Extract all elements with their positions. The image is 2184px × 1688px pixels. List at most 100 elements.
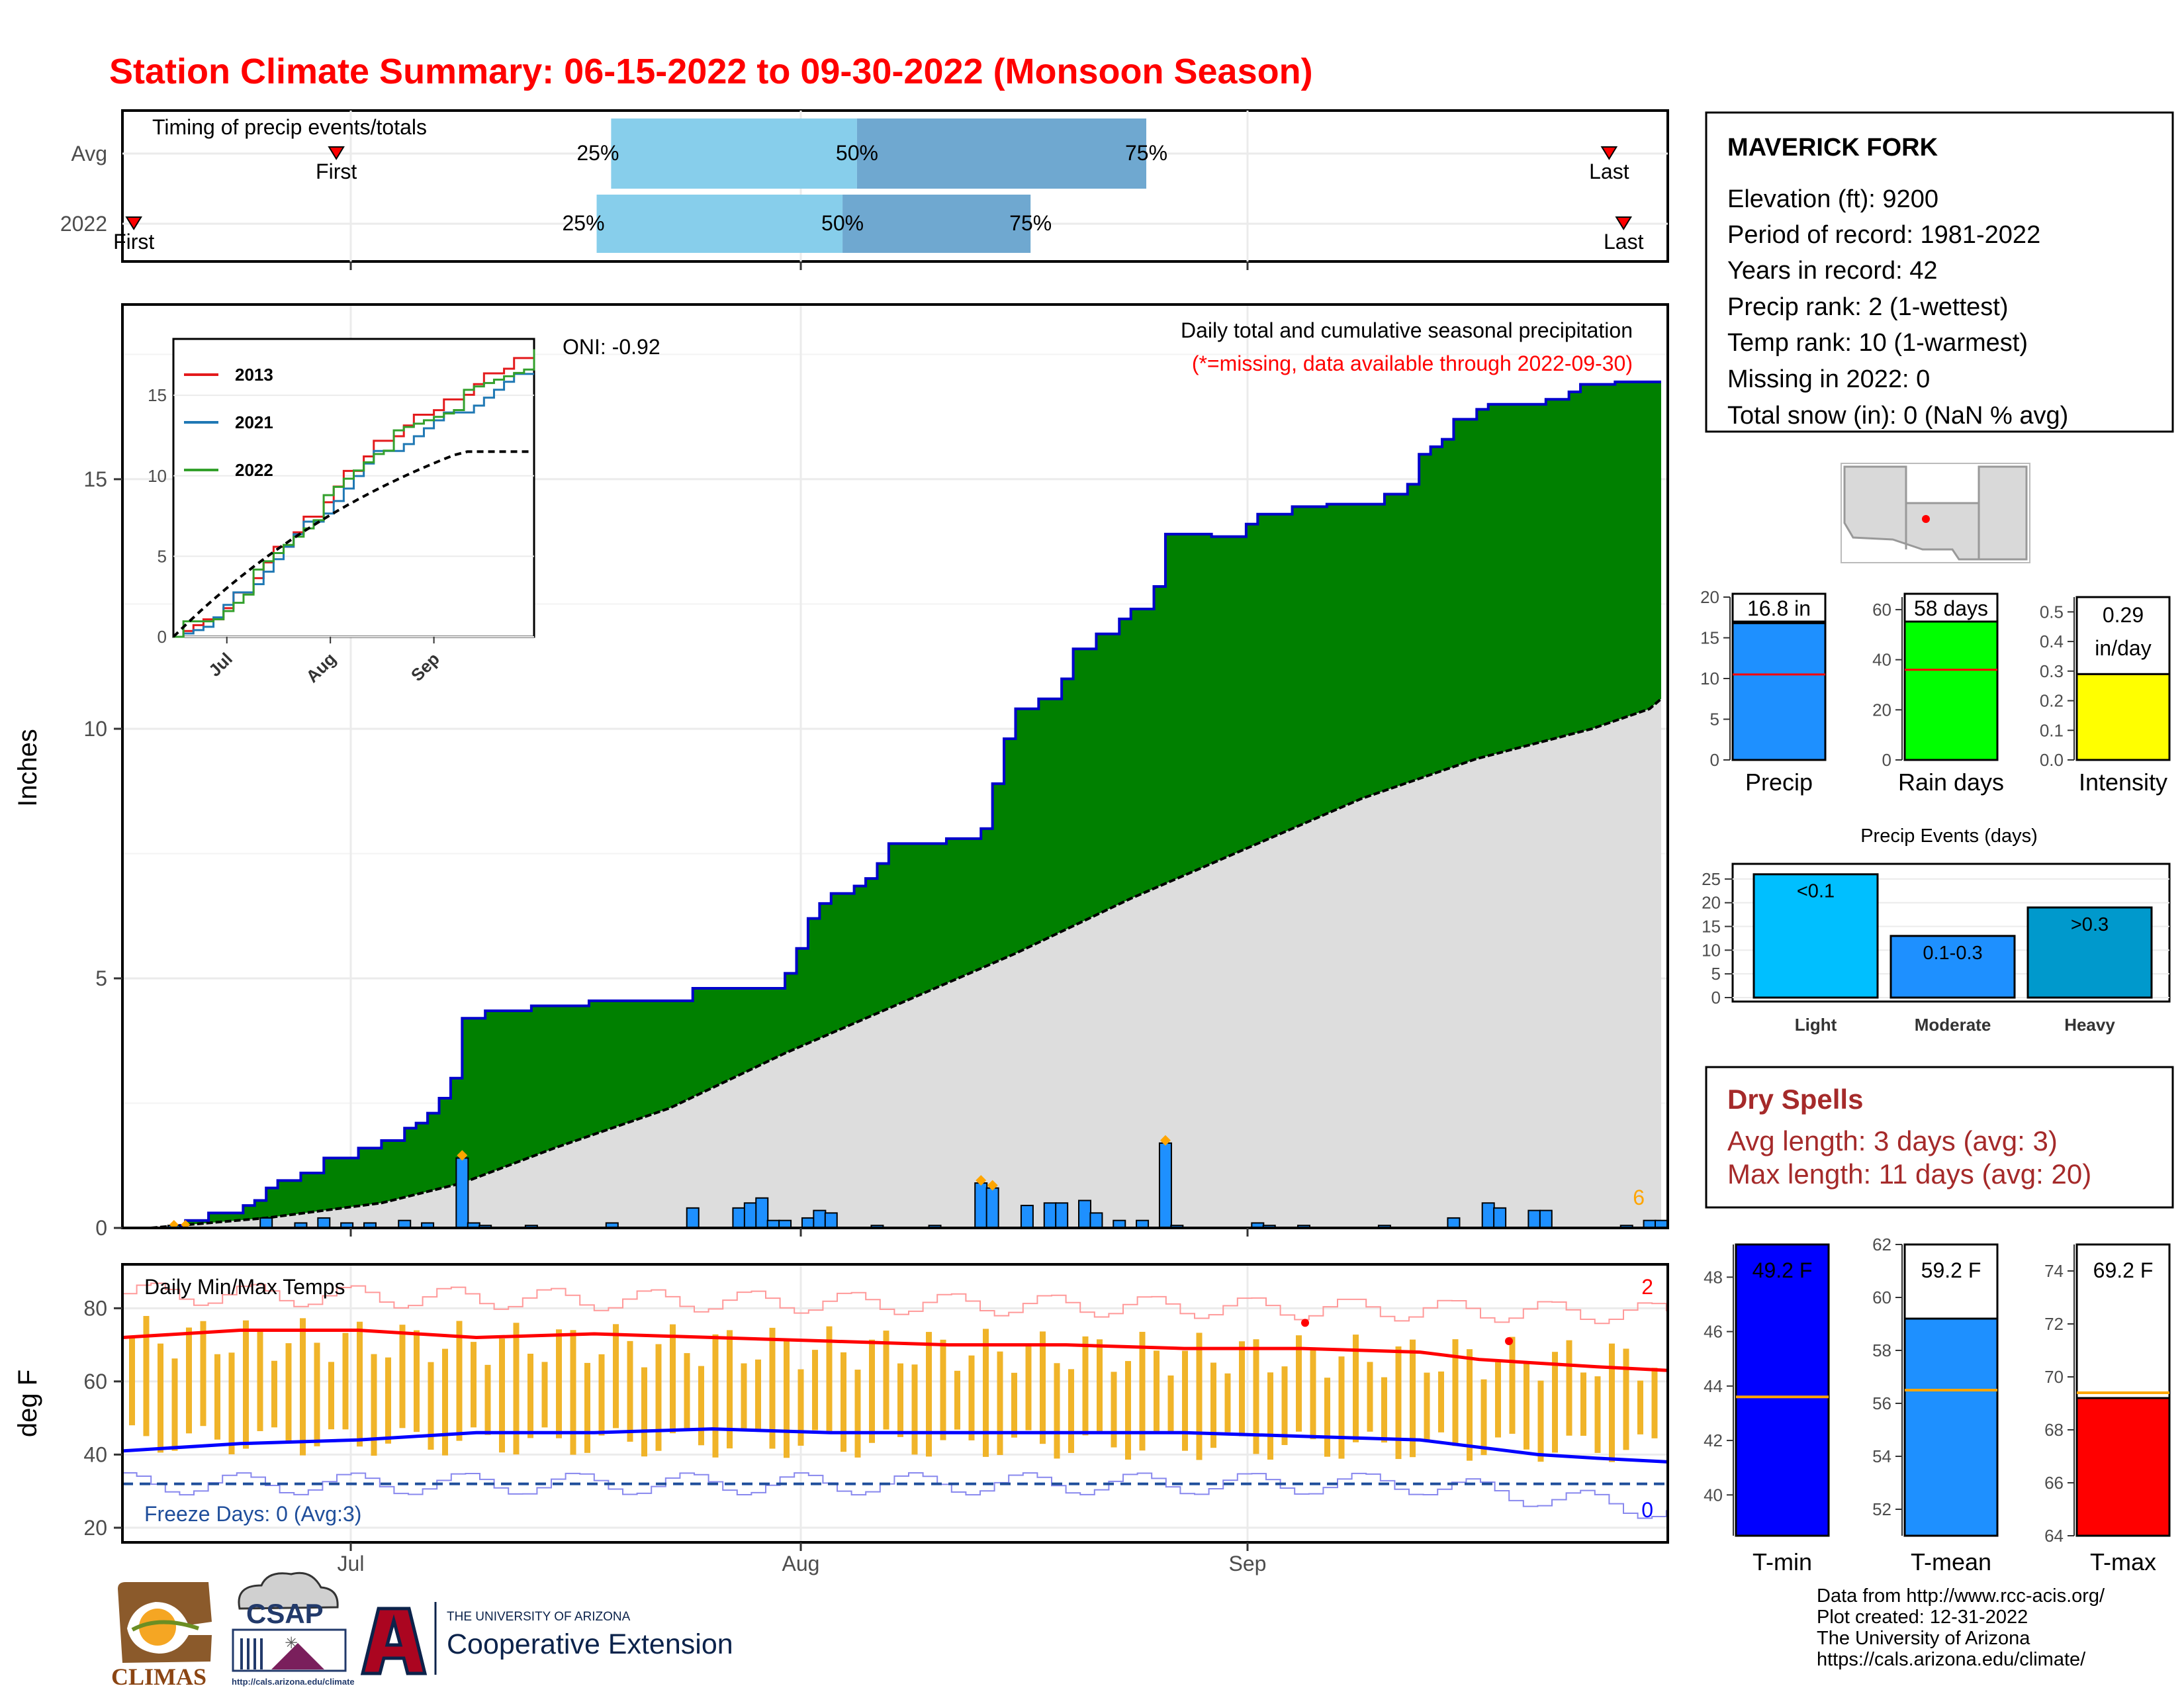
legend-label: 2022	[235, 460, 273, 480]
temp-bar-ytick-label: 70	[2044, 1367, 2064, 1387]
daily-temp-range-bar	[499, 1338, 505, 1453]
station-line: Period of record: 1981-2022	[1727, 221, 2040, 249]
timing-title: Timing of precip events/totals	[152, 115, 427, 139]
temp-ytick-label: 40	[83, 1442, 107, 1466]
summary-ytick-label: 0.2	[2040, 691, 2064, 711]
summary-ytick-label: 0.5	[2040, 602, 2064, 622]
temp-ytick-label: 60	[83, 1370, 107, 1393]
summary-value: 58 days	[1914, 596, 1988, 620]
daily-temp-range-bar	[1395, 1346, 1402, 1460]
climas-wordmark: CLIMAS	[111, 1664, 206, 1688]
last-event-marker	[1615, 216, 1633, 230]
daily-precip-bar	[824, 1212, 838, 1229]
temp-bar-ytick-label: 40	[1704, 1485, 1723, 1505]
temp-bar-ytick-label: 74	[2044, 1261, 2064, 1281]
locator-map	[1841, 463, 2030, 563]
ua-small-text: THE UNIVERSITY OF ARIZONA	[447, 1610, 631, 1624]
cold-count: 0	[1641, 1498, 1653, 1522]
daily-temp-range-bar	[357, 1321, 363, 1447]
timing-p75-label: 75%	[1009, 211, 1052, 235]
events-ytick-label: 20	[1702, 893, 1721, 913]
daily-temp-range-bar	[129, 1337, 135, 1426]
daily-temp-range-bar	[926, 1332, 932, 1457]
daily-temp-range-bar	[285, 1343, 292, 1444]
dry-spells-max: Max length: 11 days (avg: 20)	[1727, 1158, 2091, 1190]
avg-tmin-line	[122, 1427, 1668, 1464]
timing-bar-25-50	[596, 195, 843, 253]
daily-temp-range-bar	[1167, 1375, 1174, 1434]
daily-temp-range-bar	[1239, 1341, 1245, 1436]
events-ytick-label: 5	[1711, 964, 1721, 984]
x-tick-label: Aug	[782, 1552, 820, 1575]
x-tick-label: Jul	[338, 1552, 365, 1575]
temp-value: 49.2 F	[1752, 1258, 1813, 1282]
temp-value: 69.2 F	[2093, 1258, 2154, 1282]
daily-temp-range-bar	[1338, 1356, 1345, 1459]
temp-bar-ytick-label: 56	[1872, 1393, 1891, 1413]
timing-bar-50-75	[856, 118, 1147, 189]
temp-bar-ytick-label: 52	[1872, 1499, 1891, 1519]
daily-precip-bar	[974, 1182, 988, 1229]
daily-temp-range-bar	[143, 1315, 150, 1436]
summary-ytick-label: 0.0	[2040, 750, 2064, 770]
first-label: First	[113, 230, 154, 254]
daily-temp-range-bar	[228, 1352, 235, 1454]
temp-bar-label: T-max	[2090, 1548, 2156, 1575]
daily-temp-range-bar	[655, 1344, 662, 1451]
daily-temp-range-bar	[641, 1367, 647, 1457]
timing-p25-label: 25%	[576, 141, 619, 165]
ua-logo: THE UNIVERSITY OF ARIZONA Cooperative Ex…	[360, 1602, 733, 1675]
events-bar-label: <0.1	[1797, 881, 1835, 902]
credit-line: Plot created: 12-31-2022	[1817, 1607, 2028, 1628]
summary-value: 0.29	[2103, 603, 2144, 627]
precip-ytick-label: 5	[95, 966, 107, 990]
events-category-label: Moderate	[1915, 1015, 1991, 1035]
daily-temp-range-bar	[684, 1353, 690, 1430]
daily-temp-range-bar	[1580, 1372, 1586, 1436]
daily-temp-range-bar	[1566, 1340, 1572, 1436]
daily-temp-range-bar	[1637, 1380, 1643, 1434]
summary-bars: 0 5 10 15 20 16.8 in Precip 0 20 40 60 58 days Rain …	[1700, 587, 2171, 796]
inset-series-line	[173, 349, 535, 638]
daily-temp-range-bar	[1495, 1362, 1501, 1438]
events-bar-label: 0.1-0.3	[1923, 943, 1982, 964]
events-ytick-label: 0	[1711, 988, 1721, 1008]
station-location-marker	[1922, 515, 1930, 523]
events-ytick-label: 10	[1702, 940, 1721, 960]
daily-precip-bar	[1447, 1217, 1461, 1229]
daily-temp-range-bar	[968, 1355, 975, 1440]
summary-label: Precip	[1745, 769, 1813, 796]
inset-series-line	[173, 373, 534, 638]
daily-temp-range-bar	[456, 1321, 463, 1441]
summary-ytick-label: 0.3	[2040, 661, 2064, 681]
average-precip-line	[150, 698, 1662, 1229]
temp-bar-ytick-label: 64	[2044, 1526, 2064, 1546]
daily-precip-bar	[455, 1157, 469, 1229]
freeze-days: Freeze Days: 0 (Avg:3)	[144, 1502, 361, 1526]
daily-temp-range-bar	[1594, 1376, 1601, 1453]
timing-row-2022: 2022	[60, 212, 107, 236]
station-line: Temp rank: 10 (1-warmest)	[1727, 329, 2028, 357]
daily-precip-bar	[801, 1217, 815, 1229]
daily-temp-range-bar	[1424, 1372, 1430, 1440]
oni-value: ONI: -0.92	[563, 335, 660, 359]
daily-temp-range-bar	[1381, 1377, 1387, 1443]
daily-temp-range-bar	[769, 1327, 776, 1449]
daily-precip-bar	[755, 1197, 769, 1229]
daily-temp-range-bar	[371, 1354, 377, 1456]
precip-ytick-label: 15	[83, 467, 107, 491]
credits: Data from http://www.rcc-acis.org/ Plot …	[1817, 1585, 2105, 1670]
timing-p25-label: 25%	[563, 211, 605, 235]
daily-temp-range-bar	[613, 1324, 619, 1429]
daily-temp-range-bar	[1509, 1336, 1516, 1434]
daily-precip-bar	[1078, 1199, 1092, 1229]
temp-ytick-label: 80	[83, 1296, 107, 1320]
daily-temp-range-bar	[797, 1369, 804, 1446]
inset-average-line	[172, 450, 534, 638]
snowflake-icon: ✳	[285, 1634, 298, 1652]
record-high-marker	[1301, 1319, 1309, 1327]
temp-bar-ytick-label: 48	[1704, 1267, 1723, 1287]
daily-temp-range-bar	[1224, 1373, 1231, 1432]
daily-precip-bar	[259, 1217, 273, 1229]
summary-ytick-label: 0.1	[2040, 720, 2064, 740]
